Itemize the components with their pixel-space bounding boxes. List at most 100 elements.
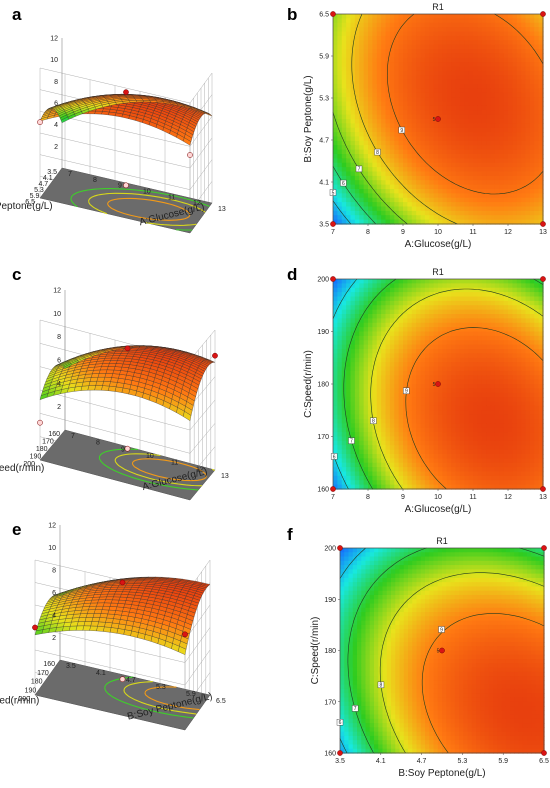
contour-cell	[451, 309, 457, 315]
contour-cell	[394, 110, 400, 116]
contour-cell	[442, 18, 448, 24]
contour-cell	[503, 283, 509, 289]
contour-cell	[477, 40, 483, 46]
contour-cell	[407, 119, 413, 124]
contour-cell	[459, 22, 465, 28]
contour-cell	[442, 119, 448, 124]
contour-cell	[521, 300, 527, 306]
contour-cell	[442, 210, 448, 216]
contour-cell	[350, 197, 356, 203]
contour-cell	[385, 210, 391, 216]
contour-cell	[529, 340, 535, 346]
contour-cell	[512, 215, 518, 221]
contour-cell	[538, 388, 544, 394]
contour-cell	[350, 419, 356, 424]
contour-cell	[433, 335, 439, 341]
contour-cell	[508, 132, 513, 138]
contour-cell	[389, 180, 395, 186]
contour-cell	[359, 175, 365, 181]
contour-cell	[333, 49, 338, 54]
contour-cell	[459, 31, 465, 37]
contour-cell	[455, 384, 461, 389]
contour-cell	[490, 101, 496, 107]
contour-cell	[534, 140, 540, 146]
contour-cell	[446, 49, 452, 54]
contour-cell	[503, 206, 509, 212]
contour-cell	[372, 140, 378, 146]
contour-cell	[359, 318, 365, 324]
contour-cell	[381, 27, 387, 33]
contour-cell	[420, 379, 426, 385]
contour-cell	[389, 340, 395, 346]
contour-cell	[333, 197, 338, 203]
contour-cell	[486, 18, 492, 24]
contour-cell	[381, 149, 387, 155]
contour-cell	[473, 180, 478, 186]
contour-cell	[350, 414, 356, 420]
contour-cell	[516, 35, 522, 41]
contour-cell	[473, 154, 478, 159]
contour-cell	[442, 357, 448, 363]
contour-cell	[337, 296, 343, 302]
contour-cell	[363, 349, 369, 354]
contour-cell	[481, 206, 487, 212]
contour-cell	[372, 349, 378, 354]
contour-cell	[368, 353, 373, 359]
contour-cell	[407, 202, 413, 208]
contour-cell	[481, 327, 487, 333]
contour-cell	[376, 22, 382, 28]
contour-cell	[433, 105, 439, 111]
contour-cell	[424, 215, 430, 221]
contour-cell	[429, 154, 435, 159]
contour-cell	[407, 206, 413, 212]
contour-cell	[499, 392, 505, 398]
contour-cell	[376, 362, 382, 368]
contour-cell	[368, 279, 373, 284]
surface-facet	[134, 98, 144, 101]
contour-cell	[464, 49, 470, 54]
contour-cell	[372, 180, 378, 186]
contour-cell	[407, 180, 413, 186]
contour-cell	[512, 340, 518, 346]
contour-cell	[451, 49, 457, 54]
contour-cell	[538, 35, 544, 41]
contour-cell	[503, 292, 509, 298]
contour-cell	[368, 210, 373, 216]
contour-cell	[464, 162, 470, 168]
contour-cell	[486, 44, 492, 50]
contour-cell	[481, 53, 487, 59]
contour-cell	[407, 105, 413, 111]
contour-cell	[516, 84, 522, 89]
contour-cell	[459, 215, 465, 221]
contour-cell	[438, 322, 443, 328]
contour-cell	[521, 92, 527, 98]
contour-cell	[473, 123, 478, 129]
contour-cell	[468, 215, 474, 221]
contour-cell	[389, 314, 395, 319]
contour-cell	[424, 202, 430, 208]
contour-cell	[368, 154, 373, 159]
contour-cell	[433, 180, 439, 186]
contour-cell	[429, 180, 435, 186]
contour-cell	[346, 193, 352, 199]
contour-cell	[486, 84, 492, 89]
contour-cell	[508, 210, 513, 216]
contour-cell	[459, 197, 465, 203]
contour-cell	[468, 296, 474, 302]
contour-cell	[333, 35, 338, 41]
contour-cell	[451, 335, 457, 341]
contour-cell	[468, 210, 474, 216]
contour-cell	[525, 414, 531, 420]
contour-cell	[459, 88, 465, 94]
contour-cell	[529, 379, 535, 385]
contour-cell	[481, 27, 487, 33]
contour-cell	[455, 283, 461, 289]
contour-cell	[512, 309, 518, 315]
contour-cell	[477, 79, 483, 85]
contour-cell	[525, 22, 531, 28]
contour-cell	[534, 184, 540, 190]
contour-cell	[512, 292, 518, 298]
contour-cell	[534, 388, 540, 394]
x-tick-label: 10	[146, 453, 154, 460]
